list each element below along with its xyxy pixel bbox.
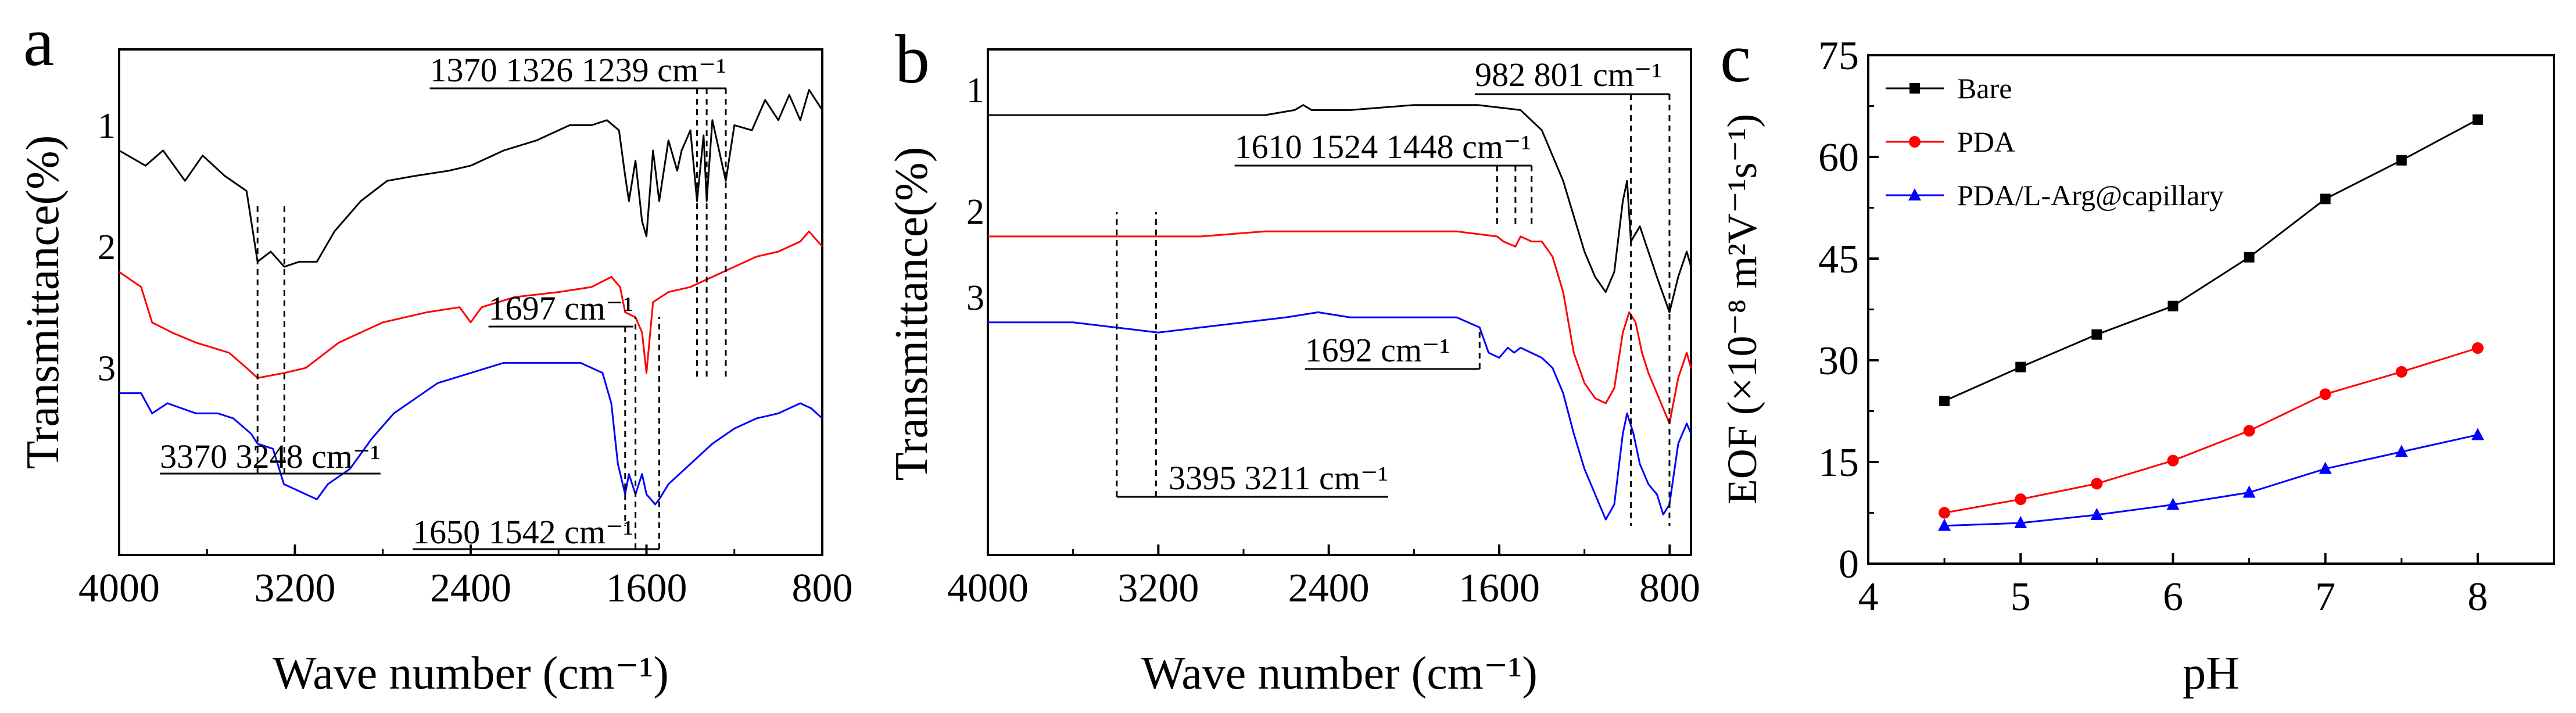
series-label: 1 [98,106,116,146]
y-tick-label: 30 [1818,339,1859,384]
x-tick-label: 4000 [947,566,1029,611]
y-tick-label: 0 [1839,542,1859,587]
data-point-circle [1939,507,1951,519]
data-point-triangle [2395,445,2408,457]
data-point-circle [1909,136,1921,148]
panel-a-ir-spectrum: 4000 3200 2400 1600 800 1 2 3 1370 1326 1239 c… [17,48,853,699]
x-tick-label: 5 [2011,575,2031,619]
series-pda-line [1944,347,2478,514]
panel-b-series-group: 1 2 3 [966,71,1692,521]
data-point-circle [2395,366,2407,378]
panel-label-a: a [23,3,54,80]
x-tick-label: 1600 [606,566,687,611]
panel-c-legend: Bare PDA PDA/L-Arg@capillary [1886,72,2224,212]
panel-c-y-axis-label: EOF (×10⁻⁸ m²V⁻¹s⁻¹) [1719,114,1765,504]
y-tick-label: 15 [1818,440,1859,485]
series-3-line [119,361,823,506]
x-tick-label: 800 [792,566,853,611]
panel-a-y-axis-label: Transmittance(%) [17,135,69,470]
x-tick-label: 800 [1639,566,1700,611]
data-point-triangle [1938,518,1951,531]
data-point-triangle [2242,485,2256,498]
data-point-triangle [2090,508,2104,520]
data-point-square [1909,83,1920,94]
data-point-square [2244,252,2255,263]
data-point-circle [2471,342,2484,354]
series-2-line [988,230,1692,425]
data-point-circle [2091,478,2103,490]
peak-annotation-label: 1697 cm⁻¹ [489,289,633,327]
panel-label-c: c [1720,19,1751,96]
panel-a-annotations: 1370 1326 1239 cm⁻¹ 1697 cm⁻¹ 3370 3248 cm… [160,51,727,551]
peak-annotation-label: 3395 3211 cm⁻¹ [1169,459,1388,497]
data-point-triangle [2471,428,2484,440]
series-1-line [119,89,823,268]
data-point-triangle [2319,461,2332,474]
peak-annotation-label: 1692 cm⁻¹ [1305,331,1450,369]
peak-annotation-label: 1610 1524 1448 cm⁻¹ [1235,128,1531,166]
data-point-circle [2167,454,2179,467]
data-point-square [2091,329,2102,340]
data-point-triangle [1908,188,1921,200]
x-tick-label: 1600 [1459,566,1540,611]
x-tick-label: 3200 [255,566,336,611]
data-point-circle [2243,425,2255,437]
data-point-triangle [2166,497,2180,510]
series-pda-l-arg-capillary-line [1944,433,2478,527]
panel-a-series-group: 1 2 3 [98,89,823,506]
data-point-square [2396,155,2407,166]
x-tick-label: 7 [2315,575,2335,619]
series-label: 2 [98,228,116,267]
data-point-square [2015,361,2026,372]
panel-label-b: b [895,20,930,98]
x-tick-label: 6 [2163,575,2183,619]
data-point-square [2472,114,2483,125]
series-1-line [988,104,1692,313]
y-tick-label: 60 [1818,135,1859,180]
panel-b-ir-spectrum: 4000 3200 2400 1600 800 1 2 3 982 801 cm⁻¹ 1610… [886,48,1700,699]
x-tick-label: 2400 [430,566,511,611]
panel-a-axes-frame [118,48,823,556]
x-tick-label: 8 [2467,575,2488,619]
panel-a-x-axis-label: Wave number (cm⁻¹) [273,648,669,699]
panel-a-x-axis: 4000 3200 2400 1600 800 [78,544,853,611]
x-tick-label: 2400 [1288,566,1370,611]
panel-b-y-axis-label: Transmittance(%) [886,147,937,481]
panel-b-axes-frame [987,48,1692,556]
panel-c-x-axis-label: pH [2183,648,2240,699]
data-point-square [2167,300,2179,311]
series-bare-line [1944,119,2478,402]
series-2-line [119,230,823,379]
peak-annotation-label: 3370 3248 cm⁻¹ [160,438,381,475]
legend-entry-label: PDA/L-Arg@capillary [1957,179,2224,212]
panel-c-series-group [1938,114,2484,531]
data-point-square [2320,194,2331,205]
legend-entry-label: Bare [1957,72,2012,105]
series-label: 3 [966,278,984,318]
peak-annotation-label: 982 801 cm⁻¹ [1475,56,1662,94]
y-tick-label: 75 [1818,34,1859,78]
series-3-line [988,311,1692,521]
panel-b-x-axis: 4000 3200 2400 1600 800 [947,544,1700,611]
data-point-circle [2319,388,2331,400]
x-tick-label: 3200 [1117,566,1199,611]
x-tick-label: 4 [1858,575,1879,619]
data-point-triangle [2014,516,2027,528]
peak-annotation-label: 1650 1542 cm⁻¹ [413,513,633,551]
panel-b-annotations: 982 801 cm⁻¹ 1610 1524 1448 cm⁻¹ 1692 cm⁻¹… [1116,56,1671,526]
series-label: 3 [98,349,116,389]
panel-b-x-axis-label: Wave number (cm⁻¹) [1141,648,1538,699]
peak-annotation-label: 1370 1326 1239 cm⁻¹ [430,51,726,89]
data-point-circle [2015,493,2027,506]
legend-entry-label: PDA [1957,126,2015,158]
series-label: 2 [966,192,984,232]
y-tick-label: 45 [1818,237,1859,282]
data-point-square [1939,396,1950,406]
series-label: 1 [966,71,984,110]
x-tick-label: 4000 [78,566,160,611]
